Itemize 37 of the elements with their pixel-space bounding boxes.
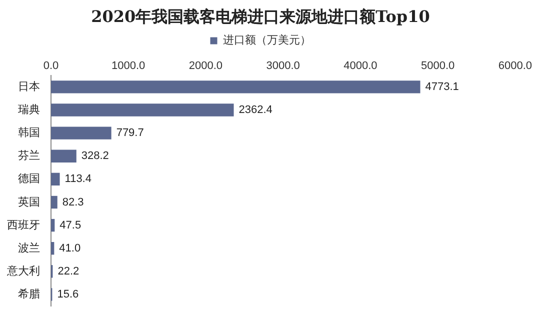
bar xyxy=(51,242,54,255)
x-tick-label: 3000.0 xyxy=(266,60,300,72)
chart-title: 2020年我国载客电梯进口来源地进口额Top10 xyxy=(91,6,430,26)
data-label: 2362.4 xyxy=(238,104,272,116)
y-tick-label: 英国 xyxy=(18,195,40,208)
data-label: 82.3 xyxy=(62,196,84,208)
x-tick-label: 1000.0 xyxy=(112,60,146,72)
x-tick-label: 2000.0 xyxy=(188,60,223,72)
x-tick-label: 5000.0 xyxy=(420,60,455,72)
bar xyxy=(51,80,420,94)
bar xyxy=(51,172,60,186)
bar xyxy=(51,218,55,232)
bar xyxy=(51,104,234,116)
y-tick-label: 日本 xyxy=(18,80,40,93)
data-label: 113.4 xyxy=(64,173,92,186)
y-tick-label: 韩国 xyxy=(18,126,40,140)
y-tick-label: 芬兰 xyxy=(18,149,40,162)
data-label: 328.2 xyxy=(81,150,109,162)
bar xyxy=(51,150,76,162)
legend-label: 进口额（万美元） xyxy=(222,34,311,47)
x-tick-label: 6000.0 xyxy=(498,60,532,72)
data-label: 22.2 xyxy=(58,265,80,278)
y-tick-label: 波兰 xyxy=(18,241,40,254)
data-label: 41.0 xyxy=(59,242,81,254)
data-label: 4773.1 xyxy=(425,80,459,93)
y-tick-label: 瑞典 xyxy=(18,103,40,116)
data-label: 779.7 xyxy=(116,127,144,140)
x-tick-label: 0.0 xyxy=(43,60,59,72)
y-tick-label: 西班牙 xyxy=(7,218,40,232)
bar xyxy=(51,196,58,209)
y-tick-label: 意大利 xyxy=(6,264,40,278)
data-label: 47.5 xyxy=(60,219,82,232)
y-tick-label: 希腊 xyxy=(18,288,40,300)
bar xyxy=(51,126,112,140)
y-tick-label: 德国 xyxy=(18,173,40,186)
data-label: 15.6 xyxy=(57,288,79,300)
x-tick-label: 4000.0 xyxy=(344,60,378,72)
